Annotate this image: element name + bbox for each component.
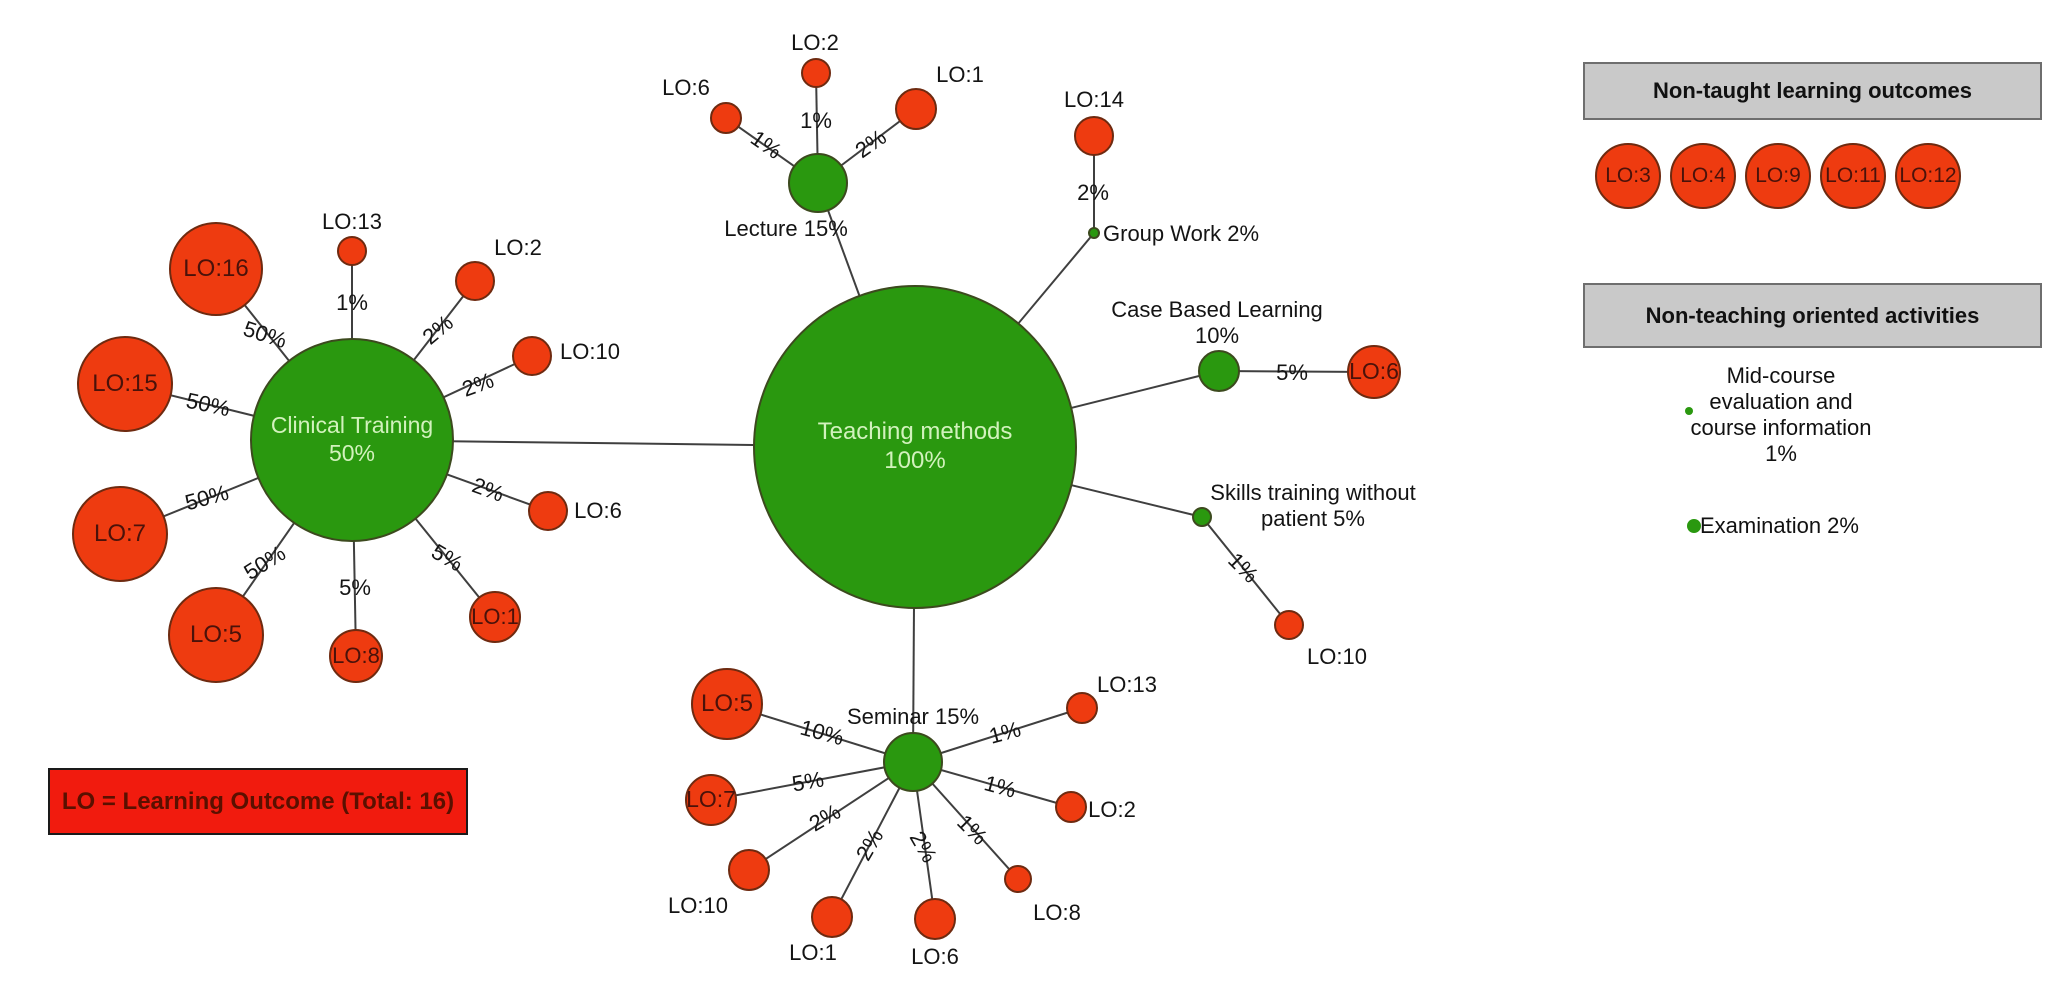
node-label-se13: LO:13 [1097, 672, 1157, 697]
node-inside-label: LO:5 [189, 620, 243, 648]
outcome-node-se2 [1055, 791, 1087, 823]
node-label-lecture: Lecture 15% [724, 216, 848, 241]
node-label-l6: LO:6 [662, 75, 710, 100]
outcome-node-l6 [710, 102, 742, 134]
edge-label-groupwork-g14: 2% [1077, 180, 1109, 205]
outcome-node-se7: LO:7 [685, 774, 737, 826]
outcome-node-se1 [811, 896, 853, 938]
node-label-l1: LO:1 [936, 62, 984, 87]
node-label-l2: LO:2 [791, 30, 839, 55]
edge-skills-s10 [1201, 516, 1290, 626]
outcome-node-se10 [728, 849, 770, 891]
node-inside-label: LO:7 [686, 786, 736, 813]
edge-seminar-se7 [710, 761, 914, 801]
node-label-skills: Skills training without patient 5% [1210, 480, 1416, 531]
method-node-clinical: Clinical Training 50% [250, 338, 454, 542]
node-label-se6: LO:6 [911, 944, 959, 969]
outcome-node-se5: LO:5 [691, 668, 763, 740]
node-inside-label: LO:16 [183, 254, 249, 282]
edge-label-clinical-c13: 1% [336, 290, 368, 315]
node-label-se10: LO:10 [668, 893, 728, 918]
outcome-node-se6 [914, 898, 956, 940]
non-taught-outcome-lo-4: LO:4 [1670, 143, 1736, 209]
outcome-node-c15: LO:15 [77, 336, 173, 432]
outcome-node-c16: LO:16 [169, 222, 263, 316]
non-taught-outcomes-row: LO:3 LO:4 LO:9 LO:11 LO:12 [1595, 143, 1961, 209]
panel-header-non-teaching-activities: Non-teaching oriented activities [1583, 283, 2042, 348]
node-label-c6: LO:6 [574, 498, 622, 523]
node-inside-label: LO:1 [471, 603, 519, 629]
node-label-c2: LO:2 [494, 235, 542, 260]
edge-label-cbl-cb6: 5% [1276, 360, 1308, 385]
edge-seminar-se10 [748, 761, 914, 871]
edge-label-clinical-c8: 5% [339, 575, 371, 600]
method-node-lecture [788, 153, 848, 213]
outcome-node-se13 [1066, 692, 1098, 724]
outcome-node-c7: LO:7 [72, 486, 168, 582]
node-label-groupwork: Group Work 2% [1103, 221, 1260, 246]
node-label-seminar: Seminar 15% [846, 704, 980, 729]
legend-box: LO = Learning Outcome (Total: 16) [48, 768, 468, 835]
node-label-g14: LO:14 [1064, 87, 1124, 112]
node-inside-label: LO:8 [332, 642, 380, 668]
node-label-c13: LO:13 [322, 209, 382, 234]
node-inside-label: Teaching methods 100% [817, 418, 1013, 474]
node-label-se8: LO:8 [1033, 900, 1081, 925]
outcome-node-c1: LO:1 [469, 591, 521, 643]
node-label-se2: LO:2 [1088, 797, 1136, 822]
outcome-node-s10 [1274, 610, 1304, 640]
node-inside-label: LO:15 [92, 369, 158, 397]
activity-dot-icon [1687, 519, 1701, 533]
non-taught-outcome-lo-11: LO:11 [1820, 143, 1886, 209]
activity-label-1: Examination 2% [1700, 513, 1859, 538]
edge-label-lecture-l2: 1% [800, 108, 832, 133]
node-inside-label: LO:6 [1349, 358, 1399, 385]
panel-title: Non-taught learning outcomes [1653, 78, 1972, 103]
method-node-skills [1192, 507, 1212, 527]
non-taught-outcome-lo-12: LO:12 [1895, 143, 1961, 209]
node-label-se1: LO:1 [789, 940, 837, 965]
activity-dot-icon [1685, 407, 1693, 415]
activity-label-0: Mid-course evaluation and course informati… [1690, 363, 1872, 466]
outcome-node-c6 [528, 491, 568, 531]
outcome-node-g14 [1074, 116, 1114, 156]
panel-header-non-taught-outcomes: Non-taught learning outcomes [1583, 62, 2042, 120]
outcome-node-se8 [1004, 865, 1032, 893]
non-taught-outcome-lo-3: LO:3 [1595, 143, 1661, 209]
outcome-node-l2 [801, 58, 831, 88]
node-label-s10: LO:10 [1307, 644, 1367, 669]
method-node-cbl [1198, 350, 1240, 392]
node-label-cbl: Case Based Learning 10% [1111, 297, 1323, 348]
method-node-teaching: Teaching methods 100% [753, 285, 1077, 609]
node-inside-label: LO:7 [93, 519, 147, 547]
outcome-node-c2 [455, 261, 495, 301]
outcome-node-l1 [895, 88, 937, 130]
panel-title: Non-teaching oriented activities [1645, 302, 1980, 328]
legend-text: LO = Learning Outcome (Total: 16) [61, 787, 455, 815]
node-inside-label: Clinical Training 50% [270, 412, 434, 466]
method-node-groupwork [1088, 227, 1100, 239]
outcome-node-c8: LO:8 [329, 629, 383, 683]
outcome-node-c10 [512, 336, 552, 376]
edge-label-seminar-se7: 5% [790, 766, 826, 797]
method-node-seminar [883, 732, 943, 792]
outcome-node-c5: LO:5 [168, 587, 264, 683]
outcome-node-c13 [337, 236, 367, 266]
node-inside-label: LO:5 [700, 689, 754, 717]
outcome-node-cb6: LO:6 [1347, 345, 1401, 399]
non-taught-outcome-lo-9: LO:9 [1745, 143, 1811, 209]
node-label-c10: LO:10 [560, 339, 620, 364]
